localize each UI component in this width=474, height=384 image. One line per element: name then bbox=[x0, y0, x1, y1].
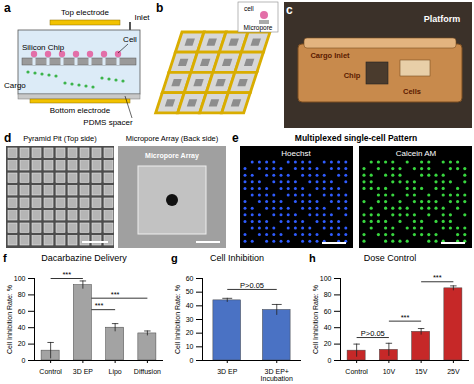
svg-text:60: 60 bbox=[324, 308, 332, 315]
svg-text:Multiplexed single-cell Patter: Multiplexed single-cell Pattern bbox=[295, 133, 417, 143]
svg-text:Cells: Cells bbox=[403, 87, 421, 96]
svg-text:40: 40 bbox=[324, 324, 332, 331]
svg-text:3D EP+Incubation: 3D EP+Incubation bbox=[261, 368, 293, 382]
svg-text:Calcein AM: Calcein AM bbox=[396, 149, 437, 158]
svg-text:Micropore Array (Back side): Micropore Array (Back side) bbox=[126, 134, 219, 143]
svg-text:Lipo: Lipo bbox=[109, 368, 122, 376]
svg-text:Chip: Chip bbox=[344, 71, 361, 80]
svg-text:Inlet: Inlet bbox=[134, 13, 150, 22]
svg-text:***: *** bbox=[111, 290, 120, 299]
svg-text:15V: 15V bbox=[415, 368, 428, 375]
svg-text:Cell Inhibition Rate: %: Cell Inhibition Rate: % bbox=[174, 285, 181, 354]
svg-text:Top electrode: Top electrode bbox=[61, 8, 110, 17]
svg-text:Control: Control bbox=[345, 368, 368, 375]
svg-text:40: 40 bbox=[186, 302, 194, 309]
svg-text:80: 80 bbox=[324, 291, 332, 298]
svg-text:***: *** bbox=[62, 270, 71, 279]
svg-text:Cell: Cell bbox=[123, 35, 137, 44]
svg-text:***: *** bbox=[401, 313, 410, 322]
svg-text:Micropore Array: Micropore Array bbox=[145, 152, 199, 160]
svg-text:Cargo Inlet: Cargo Inlet bbox=[310, 51, 350, 60]
svg-text:Platform: Platform bbox=[424, 14, 461, 24]
svg-text:60: 60 bbox=[186, 275, 194, 282]
svg-text:Control: Control bbox=[39, 368, 62, 375]
svg-text:Hoechst: Hoechst bbox=[281, 149, 311, 158]
svg-text:100: 100 bbox=[14, 275, 26, 282]
svg-text:Bottom electrode: Bottom electrode bbox=[50, 106, 111, 115]
svg-text:PDMS spacer: PDMS spacer bbox=[83, 118, 133, 127]
svg-text:Cell Inhibition Rate: %: Cell Inhibition Rate: % bbox=[312, 285, 319, 354]
svg-text:0: 0 bbox=[328, 357, 332, 364]
svg-text:a: a bbox=[4, 1, 11, 15]
html-text:g: g bbox=[171, 252, 178, 264]
html-text:f: f bbox=[3, 252, 7, 264]
svg-text:c: c bbox=[286, 3, 293, 17]
svg-text:20: 20 bbox=[186, 329, 194, 336]
html-text:h: h bbox=[309, 252, 316, 264]
svg-text:***: *** bbox=[95, 301, 104, 310]
svg-text:b: b bbox=[156, 1, 163, 15]
svg-text:10V: 10V bbox=[383, 368, 396, 375]
svg-text:d: d bbox=[4, 131, 11, 145]
svg-text:20: 20 bbox=[324, 340, 332, 347]
svg-text:3D EP: 3D EP bbox=[217, 368, 238, 375]
svg-text:Cell Inhibition Rate: %: Cell Inhibition Rate: % bbox=[6, 285, 13, 354]
svg-text:P>0.05: P>0.05 bbox=[361, 329, 385, 338]
html-text:Cell Inhibition: Cell Inhibition bbox=[210, 253, 264, 263]
svg-text:e: e bbox=[232, 131, 239, 145]
svg-text:P>0.05: P>0.05 bbox=[240, 281, 264, 290]
svg-text:20: 20 bbox=[18, 340, 26, 347]
svg-text:***: *** bbox=[433, 273, 442, 282]
svg-text:Pyramid Pit (Top side): Pyramid Pit (Top side) bbox=[23, 134, 97, 143]
svg-text:80: 80 bbox=[18, 291, 26, 298]
svg-text:cell: cell bbox=[244, 5, 254, 12]
svg-text:0: 0 bbox=[22, 357, 26, 364]
html-text:Dacarbazine Delivery: Dacarbazine Delivery bbox=[41, 253, 127, 263]
svg-text:Diffusion: Diffusion bbox=[134, 368, 161, 375]
html-text:Dose Control: Dose Control bbox=[363, 253, 417, 263]
svg-text:30: 30 bbox=[186, 316, 194, 323]
svg-text:40: 40 bbox=[18, 324, 26, 331]
svg-text:Micropore: Micropore bbox=[244, 24, 273, 32]
svg-text:60: 60 bbox=[18, 308, 26, 315]
svg-text:100: 100 bbox=[320, 275, 332, 282]
svg-text:0: 0 bbox=[190, 357, 194, 364]
svg-text:Silicon Chip: Silicon Chip bbox=[22, 43, 65, 52]
svg-text:10: 10 bbox=[186, 343, 194, 350]
svg-text:3D EP: 3D EP bbox=[73, 368, 94, 375]
svg-text:50: 50 bbox=[186, 288, 194, 295]
svg-text:25V: 25V bbox=[447, 368, 460, 375]
svg-text:Cargo: Cargo bbox=[4, 81, 26, 90]
